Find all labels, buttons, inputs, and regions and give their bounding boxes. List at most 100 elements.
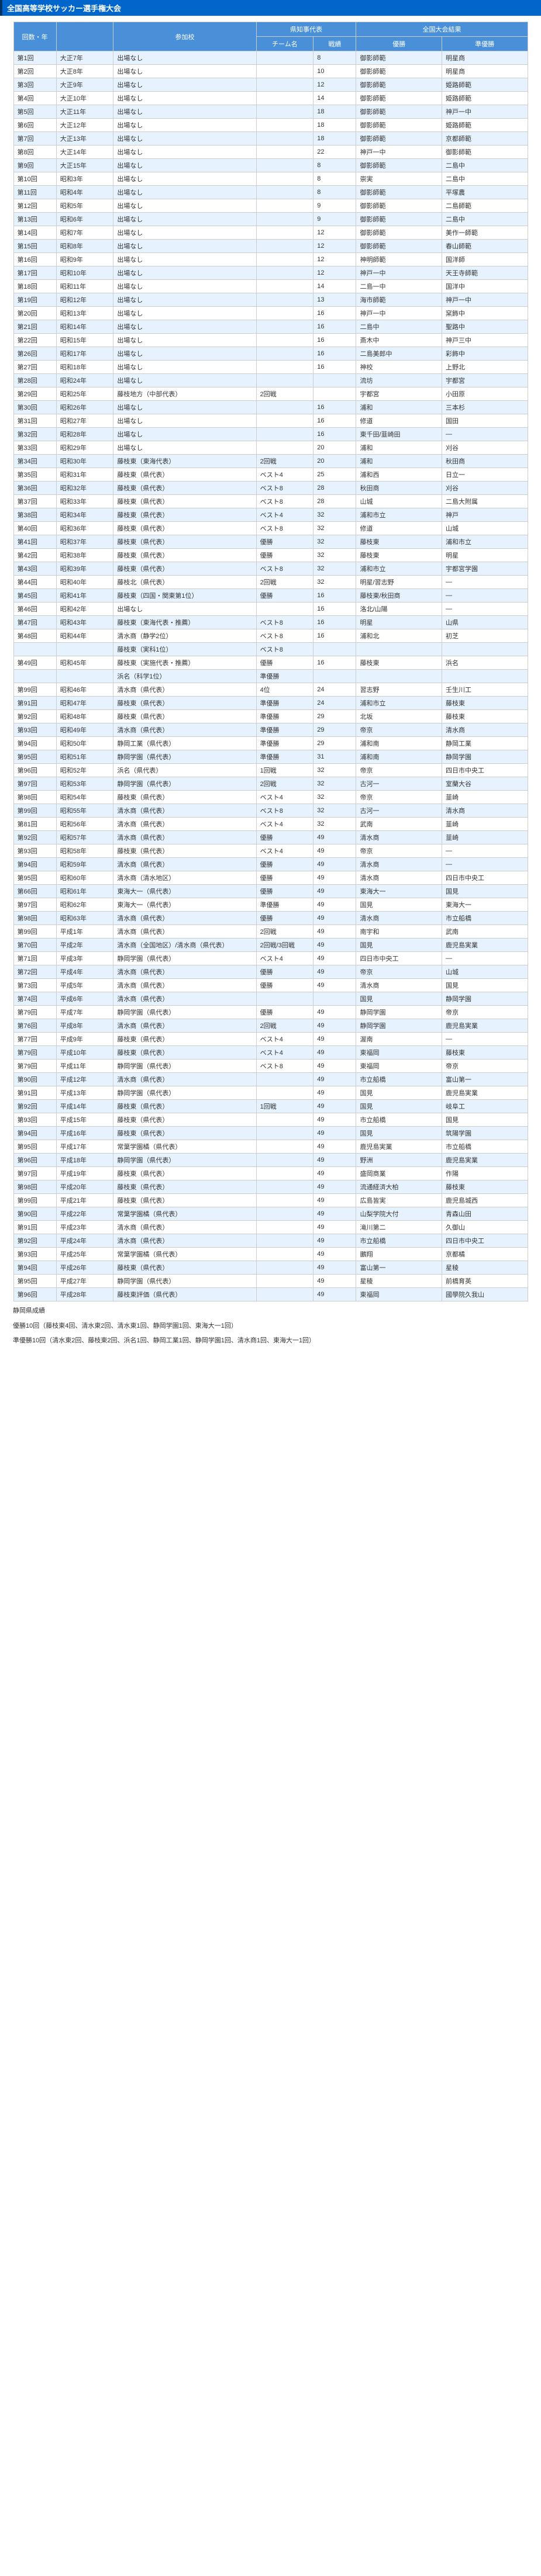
table-row: 第94回昭和59年清水商（県代表）優勝49清水商— xyxy=(13,858,528,871)
cell-r: 49 xyxy=(313,1154,356,1167)
cell-s: 出場なし xyxy=(113,401,256,414)
table-row: 第72回平成4年清水商（県代表）優勝49帝京山城 xyxy=(13,965,528,979)
cell-r: 16 xyxy=(313,589,356,603)
cell-t: ベスト4 xyxy=(256,791,313,804)
table-row: 第98回平成20年藤枝東（県代表）49流通経済大柏藤枝東 xyxy=(13,1180,528,1194)
cell-s: 清水商（県代表） xyxy=(113,992,256,1006)
table-row: 第13回昭和6年出場なし9御影師範二島中 xyxy=(13,213,528,226)
cell-r: 14 xyxy=(313,92,356,105)
cell-w: 帝京 xyxy=(356,764,442,777)
cell-w: 神戸一中 xyxy=(356,266,442,280)
cell-s: 藤枝東（県代表） xyxy=(113,1113,256,1127)
cell-t xyxy=(256,428,313,441)
cell-ru: 上野北 xyxy=(442,361,528,374)
cell-w: 渥南 xyxy=(356,1033,442,1046)
cell-w: 浦和 xyxy=(356,455,442,468)
cell-r: 16 xyxy=(313,401,356,414)
cell-w: 帝京 xyxy=(356,965,442,979)
table-row: 第34回昭和30年藤枝東（東海代表）2回戦20浦和秋田商 xyxy=(13,455,528,468)
cell-ru: 岐阜工 xyxy=(442,1100,528,1113)
cell-ru: 日立一 xyxy=(442,468,528,482)
cell-y: 昭和56年 xyxy=(56,818,113,831)
cell-w: 崇実 xyxy=(356,172,442,186)
cell-ru: 神戸一中 xyxy=(442,293,528,307)
cell-n: 第79回 xyxy=(13,1046,56,1060)
cell-ru: 鹿児島実業 xyxy=(442,1154,528,1167)
cell-r: 49 xyxy=(313,952,356,965)
table-row: 第18回昭和11年出場なし14二島一中国洋中 xyxy=(13,280,528,293)
cell-t: ベスト4 xyxy=(256,844,313,858)
cell-ru: 二島師範 xyxy=(442,199,528,213)
cell-t: ベスト4 xyxy=(256,1033,313,1046)
cell-r: 16 xyxy=(313,629,356,643)
cell-w: 東福岡 xyxy=(356,1288,442,1301)
table-row: 第71回平成3年静岡学園（県代表）ベスト449四日市中央工— xyxy=(13,952,528,965)
cell-t: 優勝 xyxy=(256,885,313,898)
cell-t: 優勝 xyxy=(256,1006,313,1019)
table-row: 第97回平成19年藤枝東（県代表）49盛岡商業作陽 xyxy=(13,1167,528,1180)
cell-ru: — xyxy=(442,428,528,441)
cell-n: 第10回 xyxy=(13,172,56,186)
cell-s: 清水商（全国地区）/清水商（県代表） xyxy=(113,939,256,952)
cell-w: 滝川第二 xyxy=(356,1221,442,1234)
cell-t: 準優勝 xyxy=(256,737,313,750)
cell-ru: 四日市中央工 xyxy=(442,1234,528,1248)
cell-y: 大正10年 xyxy=(56,92,113,105)
cell-ru: 姫路師範 xyxy=(442,92,528,105)
cell-r: 32 xyxy=(313,535,356,549)
cell-r: 32 xyxy=(313,818,356,831)
cell-n: 第93回 xyxy=(13,723,56,737)
cell-y: 昭和26年 xyxy=(56,401,113,414)
cell-y: 昭和62年 xyxy=(56,898,113,912)
cell-s: 藤枝東（実科1位） xyxy=(113,643,256,656)
cell-w: 山梨学院大付 xyxy=(356,1207,442,1221)
table-row: 第26回昭和17年出場なし16二島美郎中彩飾中 xyxy=(13,347,528,361)
cell-t: 準優勝 xyxy=(256,723,313,737)
cell-t xyxy=(256,307,313,320)
cell-w: 国見 xyxy=(356,898,442,912)
cell-s: 清水商（県代表） xyxy=(113,831,256,844)
cell-y: 昭和6年 xyxy=(56,213,113,226)
cell-w: 明星/習志野 xyxy=(356,576,442,589)
cell-w: 清水商 xyxy=(356,871,442,885)
cell-s: 静岡学園（県代表） xyxy=(113,1154,256,1167)
table-row: 第29回昭和25年藤枝地方（中部代表）2回戦宇都宮小田原 xyxy=(13,387,528,401)
cell-ru: 浦和市立 xyxy=(442,535,528,549)
cell-ru: 前橋育英 xyxy=(442,1275,528,1288)
table-row: 第95回昭和51年静岡学園（県代表）準優勝31浦和南静岡学園 xyxy=(13,750,528,764)
table-row: 第93回昭和49年清水商（県代表）準優勝29帝京清水商 xyxy=(13,723,528,737)
cell-ru: 清水商 xyxy=(442,804,528,818)
cell-y: 昭和44年 xyxy=(56,629,113,643)
cell-ru: 小田原 xyxy=(442,387,528,401)
cell-w: 国見 xyxy=(356,1127,442,1140)
cell-y: 平成14年 xyxy=(56,1100,113,1113)
cell-ru: 作陽 xyxy=(442,1167,528,1180)
cell-t: 2回戦 xyxy=(256,576,313,589)
cell-s: 藤枝東（東海代表・推薦） xyxy=(113,616,256,629)
cell-ru: — xyxy=(442,858,528,871)
cell-r: 49 xyxy=(313,1234,356,1248)
cell-n: 第20回 xyxy=(13,307,56,320)
cell-r: 49 xyxy=(313,912,356,925)
cell-y: 昭和3年 xyxy=(56,172,113,186)
cell-y: 平成24年 xyxy=(56,1234,113,1248)
cell-n: 第9回 xyxy=(13,159,56,172)
cell-r: 18 xyxy=(313,105,356,119)
cell-y: 昭和54年 xyxy=(56,791,113,804)
cell-y: 昭和14年 xyxy=(56,320,113,334)
cell-n: 第38回 xyxy=(13,508,56,522)
cell-n: 第92回 xyxy=(13,831,56,844)
cell-w: 山城 xyxy=(356,495,442,508)
cell-r: 18 xyxy=(313,132,356,146)
cell-ru: 山城 xyxy=(442,965,528,979)
table-row: 第66回昭和61年東海大一（県代表）優勝49東海大一国見 xyxy=(13,885,528,898)
cell-ru: 静岡工業 xyxy=(442,737,528,750)
th-team: チーム名 xyxy=(256,37,313,51)
cell-t: ベスト4 xyxy=(256,1046,313,1060)
cell-r: 29 xyxy=(313,737,356,750)
cell-r: 32 xyxy=(313,791,356,804)
cell-y: 昭和49年 xyxy=(56,723,113,737)
table-row: 第81回昭和56年清水商（県代表）ベスト432武南韮崎 xyxy=(13,818,528,831)
cell-n: 第76回 xyxy=(13,1019,56,1033)
cell-t xyxy=(256,105,313,119)
